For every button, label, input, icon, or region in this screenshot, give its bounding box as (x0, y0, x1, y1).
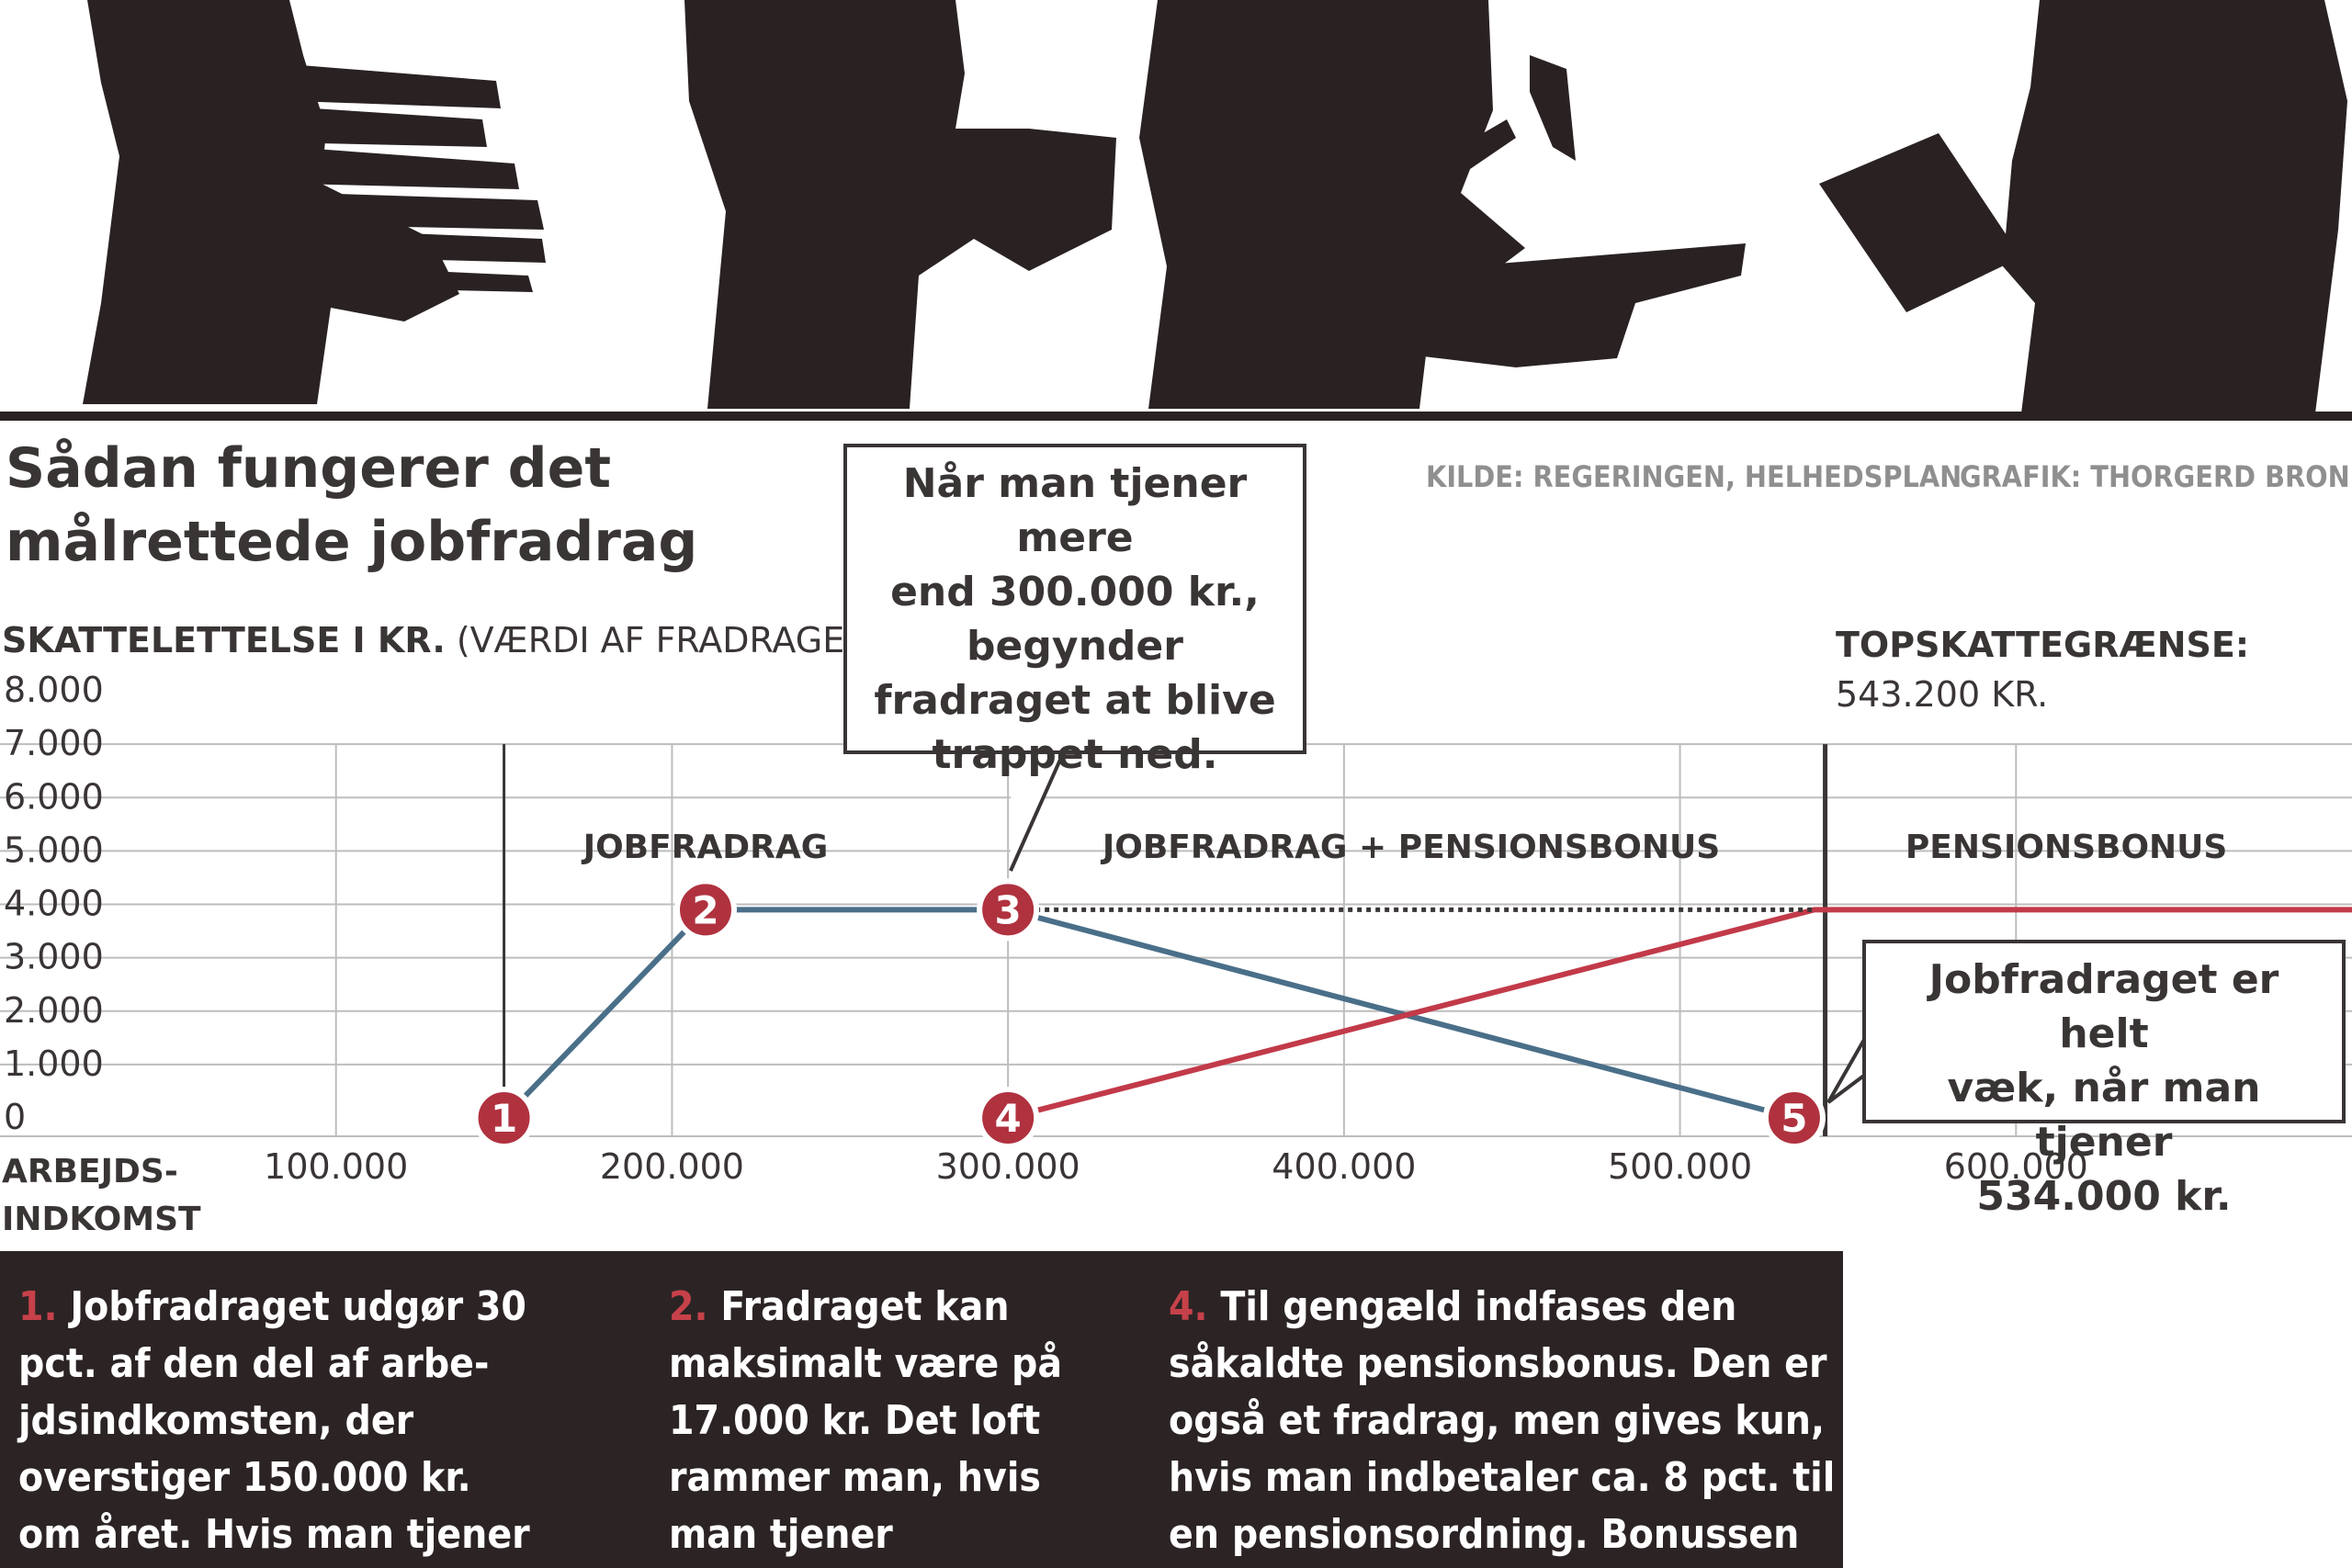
person-with-tablet-icon (1819, 0, 2347, 413)
person-carrying-box-icon (684, 0, 1116, 409)
y-tick-label: 8.000 (4, 670, 104, 710)
y-tick-label: 3.000 (4, 937, 104, 977)
y-tick-label: 0 (4, 1097, 26, 1137)
person-carrying-books-icon (83, 0, 546, 404)
marker-1 (472, 1087, 536, 1149)
y-tick-label: 1.000 (4, 1043, 104, 1084)
marker-label: 5 (1781, 1096, 1807, 1141)
callout-phaseout-end: Jobfradraget er helt væk, når man tjener… (1862, 940, 2346, 1220)
marker-label: 3 (995, 887, 1022, 932)
callout-phaseout-start: Når man tjener mere end 300.000 kr., beg… (843, 444, 1306, 778)
x-tick-label: 600.000 (1944, 1146, 2088, 1187)
y-tick-label: 7.000 (4, 723, 104, 763)
source-credit: KILDE: REGERINGEN, HELHEDSPLAN (1426, 459, 1962, 494)
topskat-label-value: 543.200 KR. (1836, 674, 2049, 715)
marker-4 (977, 1087, 1040, 1149)
marker-label: 4 (995, 1096, 1022, 1141)
footnote-1-text: Jobfradraget udgør 30 pct. af den del af… (18, 1283, 530, 1558)
marker-label: 2 (692, 887, 718, 932)
hero-illustration (0, 0, 2352, 421)
footnote-2-text: Fradraget kan maksimalt være på 17.000 k… (669, 1283, 1063, 1558)
marker-3 (977, 878, 1040, 942)
y-tick-label: 6.000 (4, 776, 104, 817)
x-tick-label: 100.000 (264, 1146, 408, 1187)
x-tick-label: 200.000 (600, 1146, 744, 1187)
region-label: PENSIONSBONUS (1905, 829, 2227, 866)
footnote-2: 2. Fradraget kan maksimalt være på 17.00… (669, 1279, 1062, 1563)
y-tick-label: 2.000 (4, 990, 104, 1031)
y-axis-title-note: (VÆRDI AF FRADRAGET) (445, 620, 880, 660)
x-tick-label: 500.000 (1608, 1146, 1752, 1187)
y-tick-label: 4.000 (4, 884, 104, 924)
marker-label: 1 (491, 1096, 517, 1141)
footnote-4-text: Til gengæld indfases den såkaldte pensio… (1169, 1283, 1836, 1558)
footnote-4-number: 4. (1169, 1283, 1208, 1330)
marker-5 (1762, 1087, 1826, 1149)
y-axis-title: SKATTELETTELSE I KR. (VÆRDI AF FRADRAGET… (2, 620, 879, 660)
footnote-1: 1. Jobfradraget udgør 30 pct. af den del… (18, 1279, 530, 1563)
series-pensionsbonus (1007, 907, 2352, 1121)
marker-2 (674, 878, 737, 942)
x-tick-label: 300.000 (936, 1146, 1080, 1187)
topskat-label: TOPSKATTEGRÆNSE: 543.200 KR. (1836, 620, 2249, 719)
x-axis-title: ARBEJDS- INDKOMST (2, 1153, 201, 1238)
footnote-2-number: 2. (669, 1283, 708, 1330)
topskat-label-title: TOPSKATTEGRÆNSE: (1836, 625, 2250, 665)
region-label: JOBFRADRAG (581, 829, 829, 866)
footer-notes: 1. Jobfradraget udgør 30 pct. af den del… (0, 1251, 1843, 1568)
x-tick-label: 400.000 (1272, 1146, 1416, 1187)
y-tick-label: 5.000 (4, 829, 104, 870)
chart-title: Sådan fungerer det målrettede jobfradrag (6, 436, 698, 574)
y-axis-title-main: SKATTELETTELSE I KR. (2, 620, 446, 660)
callout-5-pointer (1826, 1037, 1867, 1104)
region-label: JOBFRADRAG + PENSIONSBONUS (1100, 829, 1720, 866)
footnote-4: 4. Til gengæld indfases den såkaldte pen… (1169, 1279, 1835, 1563)
graphic-credit: GRAFIK: THORGERD BRONI (1960, 459, 2352, 494)
series-jobfradrag (502, 907, 1795, 1121)
footnote-1-number: 1. (18, 1283, 58, 1330)
blacksmith-with-hammer-icon (1139, 0, 1746, 409)
header-rule (0, 412, 2352, 421)
